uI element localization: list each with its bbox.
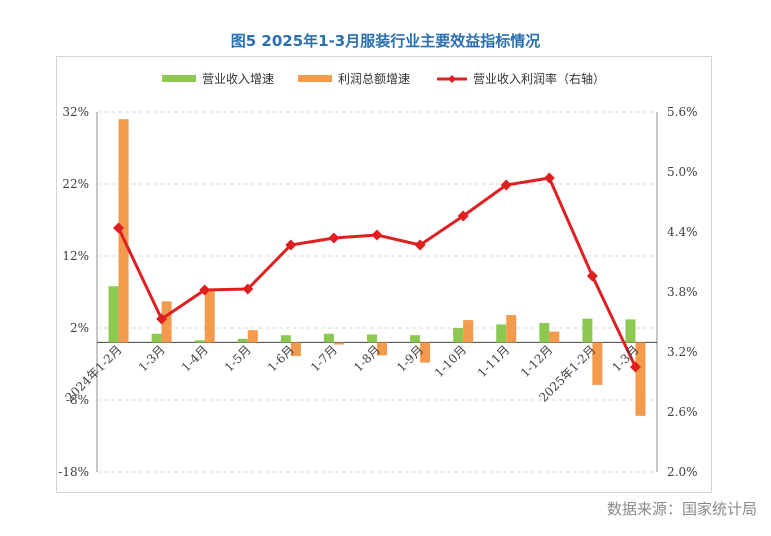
bar-revenue-growth bbox=[280, 335, 291, 343]
profit-margin-point bbox=[371, 229, 383, 241]
bar-profit-growth bbox=[506, 315, 517, 343]
x-tick-label: 1-10月 bbox=[432, 343, 469, 380]
line-series bbox=[113, 172, 641, 373]
left-tick-label: 2% bbox=[70, 321, 89, 335]
legend-swatch bbox=[162, 75, 196, 82]
profit-margin-point bbox=[629, 361, 641, 373]
left-tick-label: 32% bbox=[62, 105, 89, 119]
x-tick-label: 1-7月 bbox=[308, 343, 340, 375]
profit-margin-point bbox=[586, 270, 598, 282]
bar-revenue-growth bbox=[108, 286, 119, 343]
chart-title: 图5 2025年1-3月服装行业主要效益指标情况 bbox=[230, 32, 541, 50]
bar-revenue-growth bbox=[194, 340, 205, 343]
legend: 营业收入增速 利润总额增速 营业收入利润率（右轴） bbox=[162, 71, 605, 86]
bar-revenue-growth bbox=[151, 333, 162, 343]
profit-margin-point bbox=[543, 172, 555, 184]
bar-profit-growth bbox=[204, 289, 215, 343]
bar-profit-growth bbox=[161, 301, 172, 343]
bar-profit-growth bbox=[377, 342, 387, 356]
bar-profit-growth bbox=[463, 320, 474, 343]
bars bbox=[108, 119, 646, 416]
legend-label: 营业收入利润率（右轴） bbox=[473, 71, 605, 86]
legend-swatch bbox=[298, 75, 332, 82]
bar-profit-growth bbox=[635, 342, 646, 416]
bar-revenue-growth bbox=[323, 333, 334, 343]
profit-margin-point bbox=[285, 239, 297, 251]
profit-margin-point bbox=[113, 222, 125, 234]
bar-profit-growth bbox=[247, 330, 258, 343]
right-tick-label: 3.8% bbox=[667, 285, 698, 299]
legend-marker bbox=[448, 75, 456, 83]
bar-revenue-growth bbox=[367, 334, 377, 343]
bar-revenue-growth bbox=[539, 322, 550, 343]
right-tick-label: 5.0% bbox=[667, 165, 698, 179]
plot-frame bbox=[56, 56, 712, 493]
axes bbox=[96, 112, 658, 472]
x-tick-label: 1-11月 bbox=[475, 343, 512, 380]
right-tick-label: 5.6% bbox=[667, 105, 698, 119]
x-tick-label: 1-5月 bbox=[222, 343, 254, 375]
profit-margin-point bbox=[242, 283, 254, 295]
left-tick-label: 12% bbox=[62, 249, 89, 263]
x-tick-label: 1-12月 bbox=[518, 343, 555, 380]
bar-profit-growth bbox=[420, 342, 431, 363]
profit-margin-point bbox=[457, 210, 469, 222]
bar-revenue-growth bbox=[237, 338, 248, 343]
profit-margin-point bbox=[500, 179, 512, 191]
right-tick-label: 3.2% bbox=[667, 345, 698, 359]
x-tick-label: 2024年1-2月 bbox=[63, 343, 125, 405]
bar-revenue-growth bbox=[410, 335, 421, 343]
bar-revenue-growth bbox=[496, 324, 507, 343]
left-tick-label: 22% bbox=[62, 177, 89, 191]
bar-profit-growth bbox=[290, 342, 301, 357]
right-tick-label: 4.4% bbox=[667, 225, 698, 239]
grid-lines bbox=[97, 111, 657, 473]
bar-profit-growth bbox=[118, 119, 129, 343]
bar-revenue-growth bbox=[582, 318, 593, 343]
legend-label: 营业收入增速 bbox=[202, 72, 274, 86]
left-tick-label: -18% bbox=[58, 465, 89, 479]
legend-label: 利润总额增速 bbox=[338, 72, 410, 86]
x-axis-ticks: 2024年1-2月 1-3月 1-4月 1-5月 1-6月 1-7月 1-8月 1-9月 1-1… bbox=[63, 343, 642, 405]
left-axis-ticks: 32% 22% 12% 2% -8% -18% bbox=[58, 105, 89, 479]
profit-margin-point bbox=[328, 232, 340, 244]
source-note: 数据来源：国家统计局 bbox=[606, 500, 757, 518]
x-tick-label: 1-3月 bbox=[136, 343, 168, 375]
bar-profit-growth bbox=[333, 342, 344, 345]
right-tick-label: 2.0% bbox=[667, 465, 698, 479]
x-tick-label: 1-4月 bbox=[179, 343, 211, 375]
profit-margin-point bbox=[156, 313, 168, 325]
bar-revenue-growth bbox=[453, 328, 464, 343]
profit-margin-point bbox=[414, 239, 426, 251]
bar-profit-growth bbox=[549, 331, 560, 343]
bar-revenue-growth bbox=[625, 319, 636, 343]
bar-profit-growth bbox=[592, 342, 603, 385]
right-tick-label: 2.6% bbox=[667, 405, 698, 419]
left-tick-label: -8% bbox=[66, 393, 89, 407]
profit-margin-point bbox=[199, 284, 211, 296]
right-axis-ticks: 5.6% 5.0% 4.4% 3.8% 3.2% 2.6% 2.0% bbox=[667, 105, 698, 479]
